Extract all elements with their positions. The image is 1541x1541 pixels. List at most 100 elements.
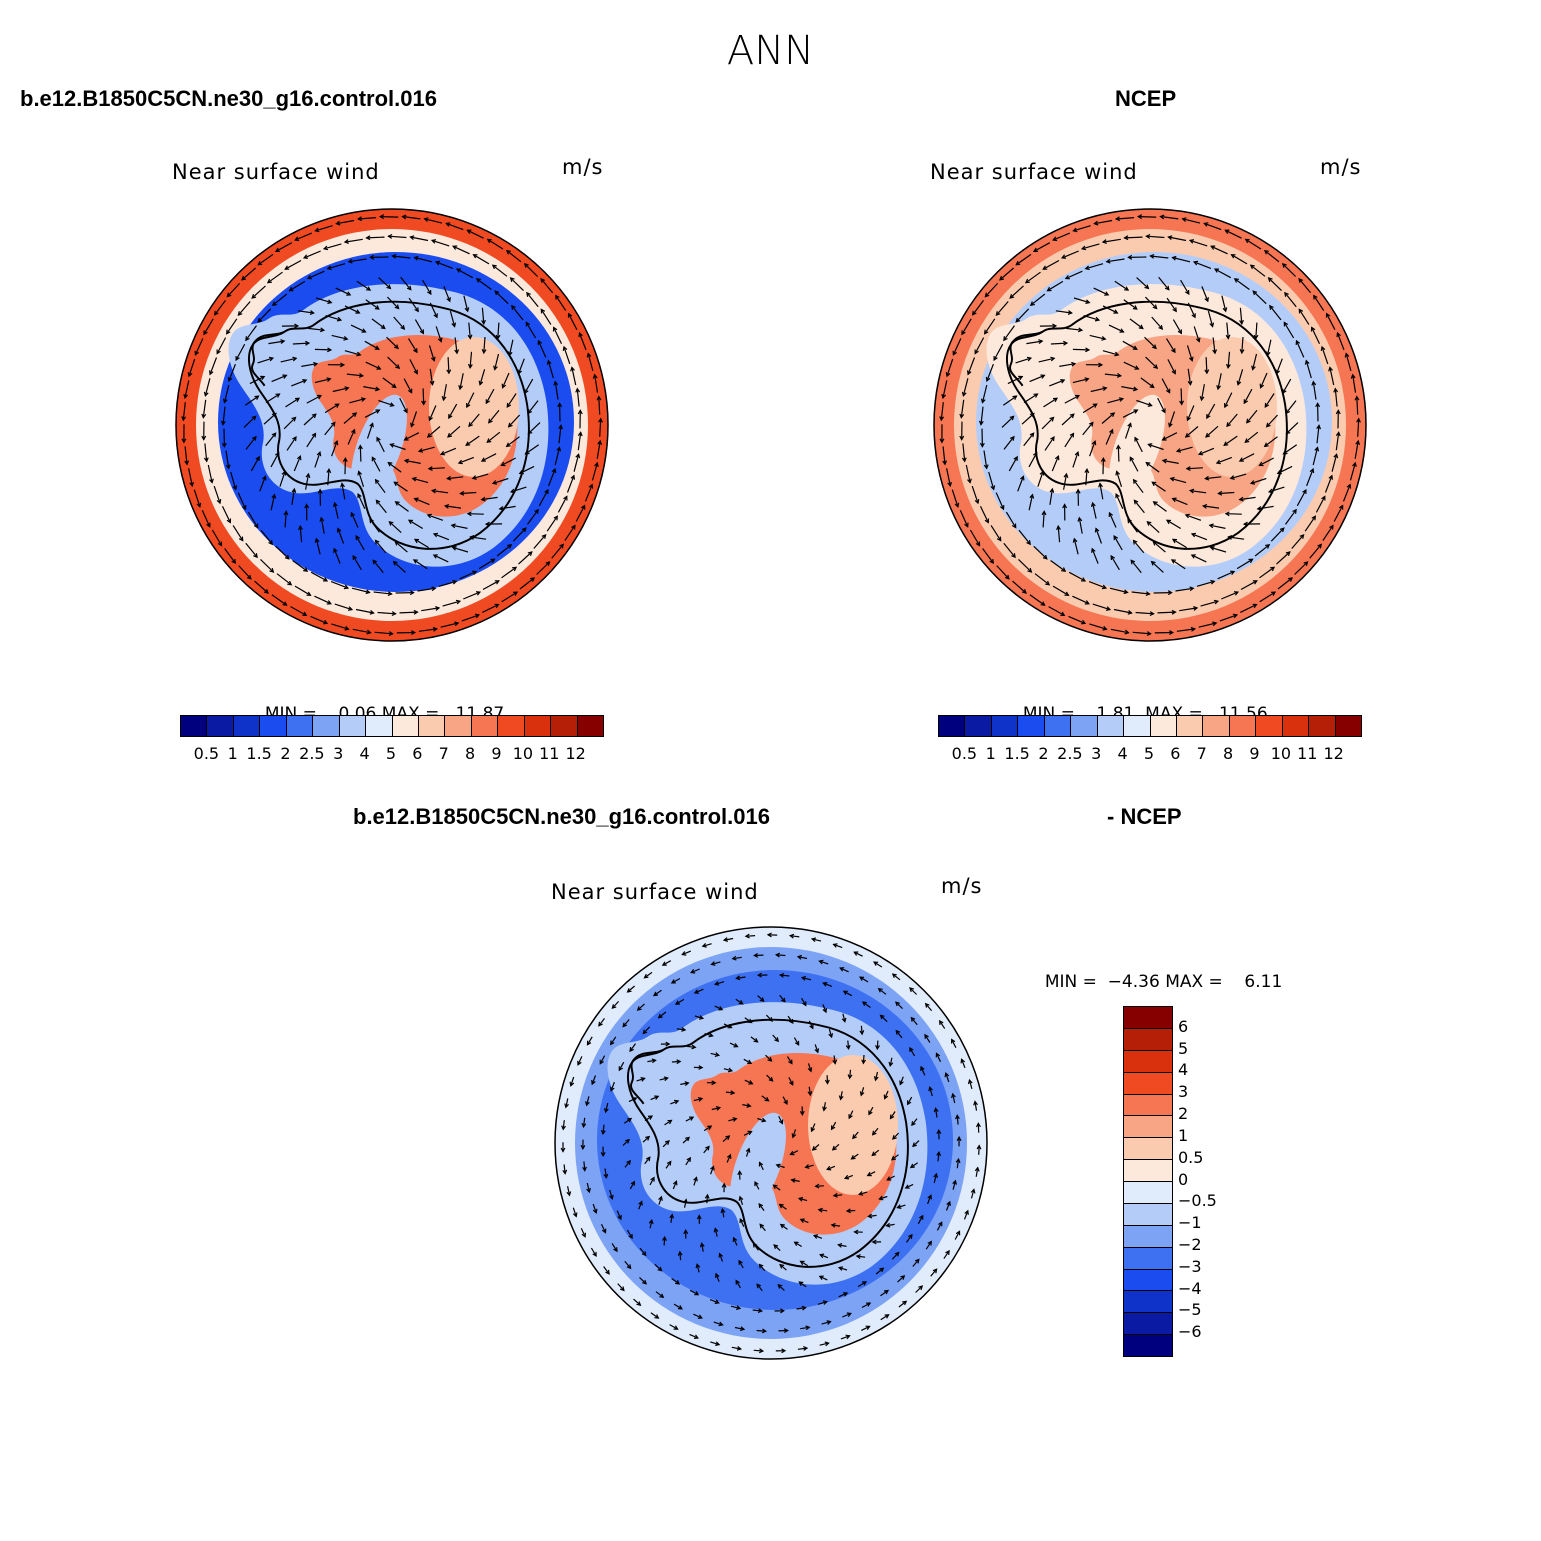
wind-arrow-shaft bbox=[1237, 369, 1244, 385]
wind-arrow-shaft bbox=[506, 250, 522, 263]
wind-arrow-head bbox=[467, 334, 473, 340]
wind-arrow-head bbox=[983, 329, 989, 335]
wind-arrow-shaft bbox=[485, 388, 495, 404]
wind-arrow-head bbox=[1029, 432, 1035, 438]
wind-arrow-shaft bbox=[848, 1110, 854, 1119]
wind-arrow-shaft bbox=[350, 512, 359, 528]
wind-arrow-shaft bbox=[1172, 256, 1191, 263]
wind-arrow-shaft bbox=[349, 398, 366, 404]
wind-arrow-head bbox=[1102, 625, 1108, 631]
wind-arrow-head bbox=[1189, 586, 1195, 592]
wind-arrow-head bbox=[910, 1016, 916, 1022]
wind-arrow-shaft bbox=[779, 1204, 787, 1210]
wind-arrow-head bbox=[1063, 340, 1069, 346]
wind-arrow-head bbox=[736, 1346, 743, 1351]
colorbar-tick-label: 9 bbox=[1249, 744, 1260, 763]
wind-arrow-shaft bbox=[404, 459, 421, 464]
wind-arrow-head bbox=[371, 456, 377, 462]
wind-arrow-shaft bbox=[731, 1346, 741, 1350]
colorbar-tick-label: −4 bbox=[1178, 1278, 1202, 1298]
wind-arrow-shaft bbox=[324, 403, 340, 414]
colorbar-tick-label: 12 bbox=[565, 744, 586, 763]
wind-arrow-head bbox=[1091, 547, 1096, 553]
wind-arrow-head bbox=[1084, 377, 1090, 382]
wind-arrow-head bbox=[340, 482, 345, 488]
wind-arrow-shaft bbox=[290, 606, 307, 616]
wind-arrow-shaft bbox=[610, 1036, 617, 1045]
wind-arrow-shaft bbox=[568, 313, 578, 330]
wind-arrow-head bbox=[480, 457, 486, 462]
wind-arrow-head bbox=[975, 1122, 981, 1128]
wind-arrow-head bbox=[562, 1169, 568, 1175]
wind-arrow-shaft bbox=[915, 1285, 923, 1293]
wind-arrow-head bbox=[521, 527, 527, 533]
wind-arrow-head bbox=[322, 245, 329, 251]
wind-arrow-head bbox=[1264, 402, 1270, 408]
wind-arrow-head bbox=[566, 1191, 572, 1197]
wind-arrow-head bbox=[1003, 336, 1008, 342]
wind-arrow-shaft bbox=[984, 282, 999, 298]
wind-arrow-head bbox=[774, 952, 781, 958]
wind-arrow-shaft bbox=[734, 1326, 745, 1330]
wind-arrow-shaft bbox=[1186, 405, 1195, 421]
wind-arrow-head bbox=[826, 1165, 832, 1171]
wind-arrow-head bbox=[598, 417, 603, 423]
wind-arrow-head bbox=[454, 621, 460, 627]
wind-arrow-head bbox=[1074, 394, 1081, 400]
wind-arrow-shaft bbox=[306, 395, 322, 404]
wind-arrow-head bbox=[446, 297, 451, 303]
wind-arrow-head bbox=[1171, 609, 1177, 615]
wind-arrow-shaft bbox=[1294, 561, 1308, 575]
wind-arrow-shaft bbox=[723, 1068, 733, 1072]
wind-arrow-head bbox=[512, 591, 519, 596]
wind-arrow-head bbox=[822, 1106, 827, 1112]
wind-arrow-head bbox=[871, 1239, 877, 1245]
wind-arrow-shaft bbox=[1266, 414, 1279, 428]
colorbar-tick-label: 7 bbox=[438, 744, 449, 763]
colorbar-tick-label: 9 bbox=[491, 744, 502, 763]
wind-arrow-head bbox=[748, 1080, 754, 1085]
interior-blob bbox=[429, 337, 519, 477]
wind-arrow-head bbox=[501, 383, 507, 389]
wind-arrow-head bbox=[511, 304, 516, 310]
wind-arrow-head bbox=[374, 305, 380, 310]
wind-arrow-shaft bbox=[447, 425, 461, 438]
wind-arrow-shaft bbox=[851, 1153, 859, 1160]
wind-arrow-head bbox=[777, 1283, 783, 1289]
wind-arrow-head bbox=[1212, 621, 1218, 627]
wind-arrow-shaft bbox=[1117, 445, 1120, 462]
wind-arrow-shaft bbox=[1276, 358, 1283, 374]
wind-arrow-head bbox=[388, 631, 394, 636]
wind-arrow-shaft bbox=[467, 513, 484, 515]
wind-arrow-shaft bbox=[906, 1234, 913, 1243]
wind-arrow-shaft bbox=[1236, 558, 1253, 570]
colorbar-tick-label: 2 bbox=[1038, 744, 1049, 763]
wind-arrow-head bbox=[505, 442, 511, 448]
wind-arrow-head bbox=[365, 589, 371, 595]
wind-arrow-head bbox=[780, 997, 786, 1003]
wind-arrow-shaft bbox=[518, 551, 533, 565]
wind-arrow-shaft bbox=[665, 1161, 672, 1169]
wind-arrow-shaft bbox=[961, 318, 972, 335]
wind-arrow-head bbox=[465, 441, 471, 447]
wind-arrow-shaft bbox=[1329, 367, 1335, 386]
wind-arrow-head bbox=[812, 1234, 819, 1239]
wind-arrow-shaft bbox=[1104, 373, 1121, 377]
wind-arrow-shaft bbox=[982, 548, 994, 564]
wind-arrow-head bbox=[1060, 254, 1067, 259]
wind-arrow-head bbox=[1165, 388, 1171, 394]
wind-arrow-head bbox=[445, 222, 451, 227]
wind-arrow-shaft bbox=[854, 951, 863, 957]
wind-arrow-head bbox=[914, 1258, 920, 1264]
wind-arrow-shaft bbox=[711, 961, 721, 965]
wind-arrow-head bbox=[904, 1184, 910, 1189]
wind-arrow-head bbox=[466, 402, 471, 409]
wind-arrow-head bbox=[1134, 365, 1140, 370]
wind-arrow-shaft bbox=[1207, 310, 1214, 327]
wind-arrow-shaft bbox=[371, 457, 381, 472]
wind-arrow-shaft bbox=[1193, 261, 1212, 269]
wind-arrow-head bbox=[1098, 482, 1103, 488]
wind-arrow-head bbox=[346, 291, 352, 296]
wind-arrow-shaft bbox=[696, 1264, 700, 1273]
wind-arrow-shaft bbox=[682, 1136, 690, 1144]
